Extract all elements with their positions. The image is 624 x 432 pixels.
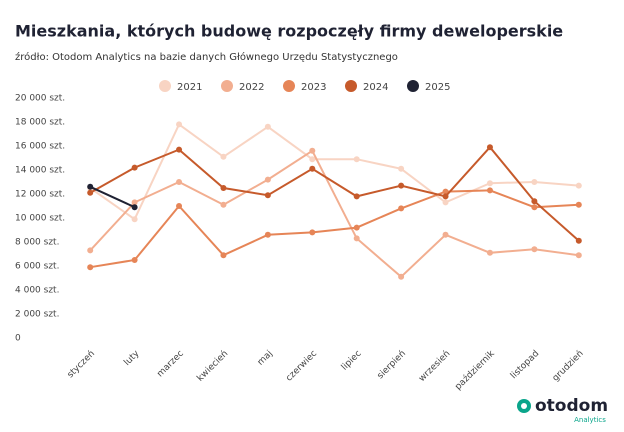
- data-point: [176, 179, 183, 185]
- y-tick-label: 12 000 szt.: [15, 190, 65, 200]
- data-point: [575, 201, 582, 208]
- y-tick-label: 8 000 szt.: [15, 238, 59, 248]
- y-tick-label: 6 000 szt.: [15, 262, 59, 272]
- logo-icon-hole: [521, 403, 527, 409]
- data-point: [442, 199, 449, 206]
- logo: otodom Analytics: [517, 396, 608, 424]
- data-point: [486, 187, 493, 194]
- data-point: [309, 165, 316, 172]
- x-tick-label: kwiecień: [195, 349, 230, 384]
- data-point: [264, 176, 271, 183]
- data-point: [575, 237, 582, 244]
- y-tick-label: 0: [15, 334, 21, 344]
- data-point: [486, 180, 493, 187]
- series: [87, 147, 582, 280]
- series: [87, 183, 138, 211]
- data-point: [531, 246, 538, 253]
- legend-label: 2021: [177, 82, 202, 93]
- y-tick-label: 4 000 szt.: [15, 286, 59, 296]
- data-point: [531, 204, 538, 211]
- data-point: [264, 231, 271, 238]
- data-point: [131, 164, 138, 171]
- data-point: [486, 249, 493, 256]
- data-point: [398, 165, 405, 172]
- legend-marker: [283, 80, 295, 92]
- series: [87, 187, 582, 271]
- logo-text: otodom: [535, 396, 608, 416]
- data-point: [442, 231, 449, 238]
- x-tick-label: luty: [122, 348, 142, 368]
- data-point: [531, 179, 538, 185]
- y-tick-label: 16 000 szt.: [15, 142, 65, 152]
- x-tick-label: grudzień: [551, 349, 586, 384]
- data-point: [131, 199, 138, 206]
- legend-label: 2023: [301, 82, 326, 93]
- y-tick-label: 10 000 szt.: [15, 214, 65, 224]
- series: [87, 121, 582, 223]
- y-tick-label: 2 000 szt.: [15, 310, 59, 320]
- data-point: [87, 189, 94, 196]
- data-point: [220, 185, 227, 191]
- legend-label: 2025: [425, 82, 450, 93]
- data-point: [353, 235, 360, 242]
- y-tick-label: 20 000 szt.: [15, 94, 65, 104]
- series-line: [89, 122, 579, 221]
- legend-marker: [221, 80, 233, 92]
- data-point: [442, 188, 449, 195]
- data-point: [131, 204, 138, 211]
- data-point: [131, 257, 138, 263]
- series-line: [90, 189, 579, 269]
- data-point: [220, 153, 227, 160]
- x-tick-label: lipiec: [340, 349, 364, 373]
- data-point: [264, 123, 271, 130]
- data-point: [309, 156, 316, 163]
- series-line: [89, 145, 580, 242]
- data-point: [131, 216, 138, 223]
- y-tick-label: 14 000 szt.: [15, 166, 65, 176]
- y-tick-label: 18 000 szt.: [15, 118, 65, 128]
- data-point: [353, 224, 360, 231]
- data-point: [398, 205, 405, 212]
- data-point: [309, 229, 316, 236]
- x-tick-label: styczeń: [66, 349, 97, 380]
- x-tick-label: czerwiec: [284, 349, 319, 384]
- x-tick-label: listopad: [509, 349, 541, 381]
- chart-subtitle: źródło: Otodom Analytics na bazie danych…: [15, 51, 398, 63]
- data-point: [353, 156, 360, 163]
- logo-subtext: Analytics: [574, 416, 606, 424]
- data-point: [575, 182, 582, 189]
- data-point: [87, 247, 94, 254]
- data-point: [398, 182, 405, 189]
- data-point: [176, 121, 183, 128]
- legend-marker: [407, 80, 419, 92]
- data-point: [309, 147, 316, 154]
- chart-title: Mieszkania, których budowę rozpoczęły fi…: [15, 22, 563, 41]
- legend-label: 2024: [363, 82, 388, 93]
- x-tick-label: wrzesień: [417, 349, 452, 384]
- data-point: [442, 193, 449, 200]
- series-line: [89, 185, 136, 209]
- data-point: [398, 273, 405, 280]
- data-point: [176, 146, 183, 153]
- legend-label: 2022: [239, 82, 264, 93]
- data-point: [176, 203, 183, 209]
- series: [87, 144, 582, 244]
- data-point: [264, 192, 271, 199]
- x-tick-label: październik: [453, 348, 497, 392]
- x-tick-label: maj: [256, 349, 275, 368]
- data-point: [575, 252, 582, 259]
- data-point: [353, 193, 360, 200]
- x-tick-label: sierpień: [376, 349, 408, 381]
- data-point: [220, 252, 227, 259]
- data-point: [486, 144, 493, 151]
- legend-marker: [345, 80, 357, 92]
- series-line: [89, 149, 579, 279]
- legend-marker: [159, 80, 171, 92]
- data-point: [87, 183, 94, 190]
- data-point: [531, 198, 538, 205]
- x-tick-label: marzec: [155, 349, 186, 380]
- data-point: [87, 264, 94, 271]
- data-point: [220, 201, 227, 208]
